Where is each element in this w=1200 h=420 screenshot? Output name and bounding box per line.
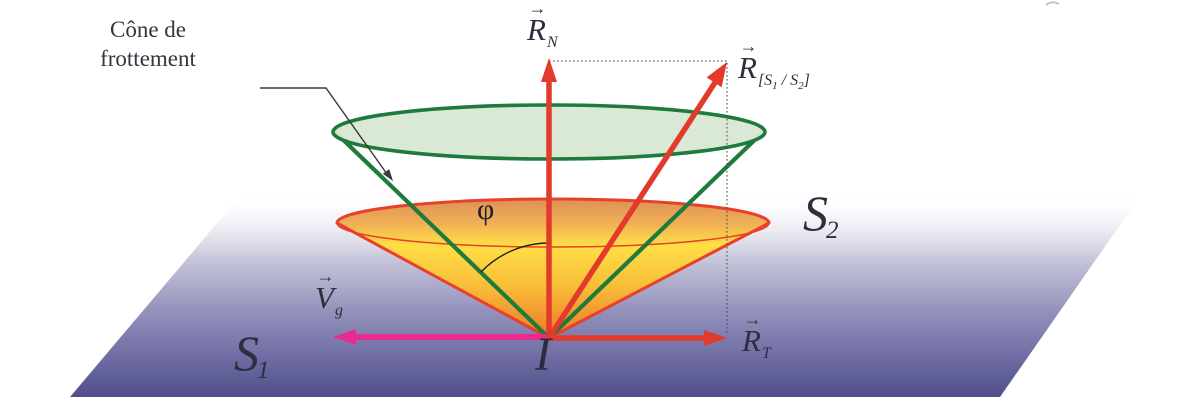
vector-arrow-icon: → (528, 0, 547, 18)
page-edge-fragment (1045, 1, 1060, 6)
s1-letter: S (234, 325, 259, 381)
vg-letter: → V (315, 266, 335, 315)
adherence-cone-left-edge (331, 128, 552, 341)
friction-cone-front-rim (336, 222, 770, 248)
label-s2: S2 (803, 185, 841, 243)
label-s1: S1 (234, 325, 272, 383)
rt-letter: → R (742, 309, 762, 358)
leader-arrowhead (382, 169, 393, 181)
label-rs1s2: → R[S1 / S2] (738, 36, 810, 92)
rs1s2-arrowhead (706, 62, 727, 88)
vg-subscript: g (334, 302, 343, 319)
rn-letter: → R (527, 0, 547, 47)
label-phi: φ (477, 193, 495, 226)
rt-subscript: T (761, 345, 771, 362)
label-vg: → Vg (315, 266, 343, 319)
label-cone-de-frottement: Cône de frottement (84, 15, 212, 74)
s2-subscript: 2 (826, 217, 839, 244)
vector-arrow-icon: → (739, 36, 758, 56)
vector-arrow-icon: → (316, 266, 335, 286)
adherence-cone-right-edge (546, 128, 767, 341)
label-rt: → RT (742, 309, 771, 362)
rt-arrowhead (704, 330, 727, 346)
caption-line-1: Cône de (109, 17, 186, 42)
rs1s2-letter: → R (738, 36, 758, 85)
vg-arrowhead (333, 329, 356, 345)
s1-subscript: 1 (257, 357, 270, 384)
phi-angle-arc (480, 242, 550, 273)
caption-line-2: frottement (100, 46, 196, 72)
rn-subscript: N (546, 34, 558, 51)
s2-letter: S (803, 185, 828, 241)
vector-arrow-icon: → (743, 309, 762, 329)
label-rn: → RN (527, 0, 558, 51)
friction-cone-body (335, 197, 771, 340)
label-contact-point-i: I (535, 328, 551, 381)
rn-arrowhead (541, 58, 557, 82)
rs1s2-arrow-shaft (546, 79, 719, 340)
rs1s2-subscript: [S1 / S2] (757, 72, 810, 92)
leader-line (260, 87, 388, 175)
